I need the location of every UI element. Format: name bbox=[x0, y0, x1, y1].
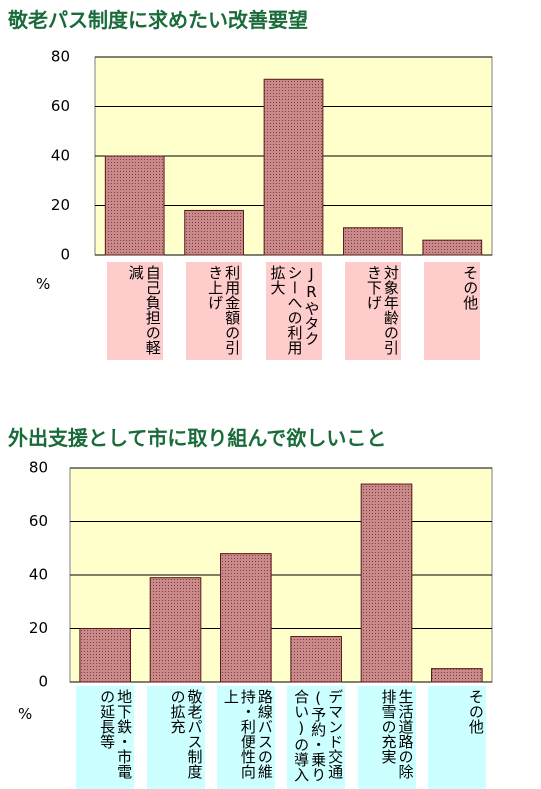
bar bbox=[343, 227, 403, 256]
y-tick-label: 60 bbox=[51, 97, 70, 115]
bar bbox=[360, 483, 413, 683]
x-tick-label: 利用金額の引き上げ bbox=[186, 262, 243, 360]
bar bbox=[431, 668, 483, 683]
y-tick-label: 40 bbox=[29, 566, 48, 584]
x-tick-label: 自己負担の軽減 bbox=[106, 262, 163, 360]
chart-title: 敬老パス制度に求めたい改善要望 bbox=[8, 8, 308, 32]
bar bbox=[220, 553, 272, 683]
x-tick-label: その他 bbox=[427, 686, 486, 789]
bar bbox=[422, 239, 483, 256]
y-axis-label: % bbox=[18, 705, 33, 723]
bar bbox=[184, 209, 244, 256]
x-tick-label: 路線バスの維持・利便性向上 bbox=[216, 686, 275, 789]
y-tick-label: 80 bbox=[51, 48, 70, 66]
y-tick-label: 40 bbox=[51, 147, 70, 165]
x-tick-label: 地下鉄・市電の延長等 bbox=[76, 686, 135, 789]
x-tick-label: JRやタクシーへの利用拡大 bbox=[265, 262, 322, 360]
bar bbox=[290, 636, 342, 683]
x-tick-label: デマンド交通(予約・乗り合い)の導入 bbox=[287, 686, 346, 789]
bar bbox=[149, 577, 202, 683]
y-tick-label: 0 bbox=[60, 246, 70, 264]
y-tick-label: 0 bbox=[38, 673, 48, 691]
chart-title: 外出支援として市に取り組んで欲しいこと bbox=[8, 426, 387, 450]
y-axis-label: % bbox=[36, 275, 51, 293]
bar bbox=[263, 78, 324, 256]
x-tick-label: その他 bbox=[424, 262, 481, 360]
x-tick-label: 対象年齢の引き下げ bbox=[344, 262, 401, 360]
x-tick-label: 生活道路の除排雪の充実 bbox=[357, 686, 416, 789]
bar bbox=[79, 628, 131, 683]
y-tick-label: 20 bbox=[29, 619, 48, 637]
y-tick-label: 80 bbox=[29, 459, 48, 477]
bar bbox=[104, 155, 165, 256]
y-tick-label: 60 bbox=[29, 512, 48, 530]
y-tick-label: 20 bbox=[51, 196, 70, 214]
x-tick-label: 敬老パス制度の拡充 bbox=[146, 686, 205, 789]
